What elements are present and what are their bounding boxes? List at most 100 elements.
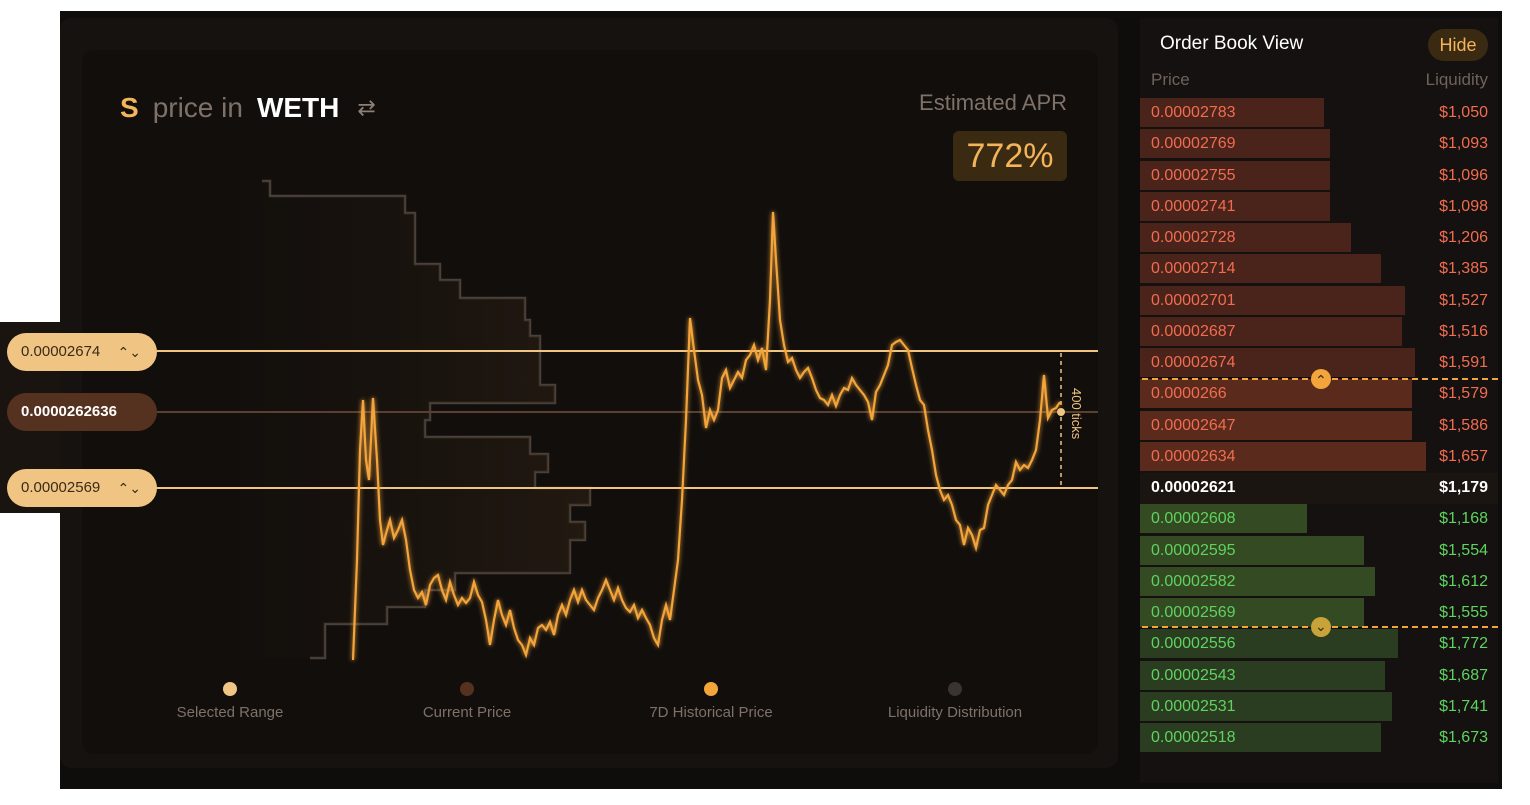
ask-price: 0.00002634 bbox=[1151, 447, 1236, 465]
bid-liquidity-bar bbox=[1140, 723, 1381, 752]
ask-liquidity: $1,579 bbox=[1439, 385, 1488, 403]
ask-liquidity-bar bbox=[1140, 191, 1330, 221]
ask-row[interactable]: 0.00002701 $1,527 bbox=[1140, 285, 1498, 317]
current-price-value: 0.0000262636 bbox=[21, 403, 117, 420]
ask-liquidity-bar bbox=[1140, 129, 1330, 159]
legend-current-price: Current Price bbox=[387, 682, 547, 721]
ask-liquidity: $1,591 bbox=[1439, 354, 1488, 371]
ask-row[interactable]: 0.0000266 $1,579 bbox=[1140, 379, 1498, 410]
legend-label: Selected Range bbox=[176, 704, 284, 721]
bid-row[interactable]: 0.00002582 $1,612 bbox=[1140, 566, 1498, 598]
order-book-title: Order Book View bbox=[1160, 33, 1304, 54]
bid-liquidity-bar bbox=[1140, 660, 1385, 690]
legend-label: Liquidity Distribution bbox=[887, 704, 1023, 721]
ask-row[interactable]: 0.00002634 $1,657 bbox=[1140, 441, 1498, 473]
ask-liquidity: $1,586 bbox=[1439, 416, 1488, 434]
bid-row[interactable]: 0.00002608 $1,168 bbox=[1140, 504, 1498, 535]
ask-price: 0.00002728 bbox=[1151, 229, 1236, 246]
ask-price: 0.00002769 bbox=[1151, 135, 1236, 153]
ask-row[interactable]: 0.00002755 $1,096 bbox=[1140, 160, 1498, 192]
ask-liquidity: $1,516 bbox=[1439, 322, 1488, 340]
bid-liquidity: $1,168 bbox=[1439, 510, 1488, 528]
ask-liquidity-bar bbox=[1140, 223, 1351, 252]
lower-price-value: 0.00002569 bbox=[21, 479, 101, 496]
bid-liquidity-bar bbox=[1140, 504, 1307, 534]
ask-price: 0.00002687 bbox=[1151, 322, 1236, 340]
ask-row[interactable]: 0.00002741 $1,098 bbox=[1140, 191, 1498, 223]
bid-row[interactable]: 0.00002531 $1,741 bbox=[1140, 691, 1498, 723]
ask-liquidity-bar bbox=[1140, 441, 1426, 471]
bid-row[interactable]: 0.00002543 $1,687 bbox=[1140, 660, 1498, 692]
ask-liquidity-bar bbox=[1140, 316, 1402, 346]
ask-row[interactable]: 0.00002714 $1,385 bbox=[1140, 254, 1498, 285]
ask-price: 0.00002674 bbox=[1151, 354, 1236, 371]
legend-selected-range: Selected Range bbox=[150, 682, 310, 721]
bid-price: 0.00002543 bbox=[1151, 666, 1236, 684]
ask-row[interactable]: 0.00002769 $1,093 bbox=[1140, 129, 1498, 160]
lower-price-stepper-icon[interactable]: ⌃⌄ bbox=[117, 480, 141, 496]
apr-label: Estimated APR bbox=[919, 90, 1067, 115]
bid-row[interactable]: 0.00002569 $1,555 bbox=[1140, 598, 1498, 629]
ask-liquidity-bar bbox=[1140, 98, 1324, 127]
ask-liquidity-bar bbox=[1140, 160, 1330, 190]
ask-price: 0.00002714 bbox=[1151, 260, 1236, 278]
lower-price-input[interactable]: 0.00002569 ⌃⌄ bbox=[7, 469, 157, 507]
bid-liquidity: $1,687 bbox=[1439, 666, 1488, 684]
legend-historical-price: 7D Historical Price bbox=[631, 682, 791, 721]
ask-price: 0.00002755 bbox=[1151, 166, 1236, 184]
ask-row[interactable]: 0.00002647 $1,586 bbox=[1140, 410, 1498, 442]
swap-arrows-icon[interactable]: ⇄ bbox=[357, 95, 376, 120]
ask-liquidity: $1,093 bbox=[1439, 135, 1488, 153]
legend-dot bbox=[460, 682, 474, 696]
order-book-panel: Order Book View Hide Price Liquidity 0.0… bbox=[1140, 18, 1498, 783]
ask-row[interactable]: 0.00002687 $1,516 bbox=[1140, 316, 1498, 348]
liquidity-fill bbox=[240, 181, 590, 658]
current-row[interactable]: 0.00002621 $1,179 bbox=[1140, 473, 1498, 504]
bid-row[interactable]: 0.00002556 $1,772 bbox=[1140, 629, 1498, 660]
ask-row[interactable]: 0.00002674 $1,591 bbox=[1140, 348, 1498, 379]
bid-liquidity-bar bbox=[1140, 691, 1392, 721]
bid-liquidity: $1,673 bbox=[1439, 729, 1488, 746]
bid-liquidity: $1,555 bbox=[1439, 604, 1488, 621]
current-liquidity: $1,179 bbox=[1439, 479, 1488, 496]
bid-liquidity: $1,612 bbox=[1439, 572, 1488, 590]
ask-row[interactable]: 0.00002783 $1,050 bbox=[1140, 98, 1498, 129]
ask-price: 0.00002783 bbox=[1151, 104, 1236, 121]
bid-row[interactable]: 0.00002595 $1,554 bbox=[1140, 535, 1498, 567]
current-price-badge: 0.0000262636 bbox=[7, 393, 157, 431]
ask-price: 0.00002701 bbox=[1151, 291, 1236, 309]
ask-liquidity: $1,098 bbox=[1439, 197, 1488, 215]
bid-price: 0.00002556 bbox=[1151, 635, 1236, 653]
upper-price-input[interactable]: 0.00002674 ⌃⌄ bbox=[7, 333, 157, 371]
bid-liquidity: $1,772 bbox=[1439, 635, 1488, 653]
ask-price: 0.0000266 bbox=[1151, 385, 1227, 403]
liquidity-column-header: Liquidity bbox=[1425, 70, 1488, 89]
apr-value: 772% bbox=[953, 131, 1067, 181]
bid-liquidity-bar bbox=[1140, 629, 1398, 659]
historical-price-line bbox=[351, 211, 1061, 661]
hide-button[interactable]: Hide bbox=[1428, 29, 1488, 61]
bid-price: 0.00002518 bbox=[1151, 729, 1236, 746]
ask-liquidity: $1,096 bbox=[1439, 166, 1488, 184]
bid-liquidity-bar bbox=[1140, 535, 1364, 565]
upper-price-stepper-icon[interactable]: ⌃⌄ bbox=[117, 344, 141, 360]
pair-title: S price in WETH ⇄ bbox=[120, 92, 376, 124]
ask-liquidity: $1,206 bbox=[1439, 229, 1488, 246]
ask-liquidity: $1,385 bbox=[1439, 260, 1488, 278]
bid-row[interactable]: 0.00002518 $1,673 bbox=[1140, 723, 1498, 754]
bid-price: 0.00002608 bbox=[1151, 510, 1236, 528]
ask-liquidity: $1,050 bbox=[1439, 104, 1488, 121]
base-token: S bbox=[120, 92, 139, 123]
bid-liquidity-bar bbox=[1140, 566, 1375, 596]
ask-liquidity: $1,657 bbox=[1439, 447, 1488, 465]
ask-row[interactable]: 0.00002728 $1,206 bbox=[1140, 223, 1498, 254]
bid-liquidity: $1,741 bbox=[1439, 697, 1488, 715]
ask-liquidity-bar bbox=[1140, 379, 1412, 409]
ask-liquidity-bar bbox=[1140, 254, 1381, 284]
ask-liquidity: $1,527 bbox=[1439, 291, 1488, 309]
ticks-label: 400 ticks bbox=[1069, 388, 1084, 440]
order-book-column-headers: Price Liquidity bbox=[1140, 70, 1498, 96]
ask-liquidity-bar bbox=[1140, 348, 1415, 377]
bid-liquidity: $1,554 bbox=[1439, 541, 1488, 559]
